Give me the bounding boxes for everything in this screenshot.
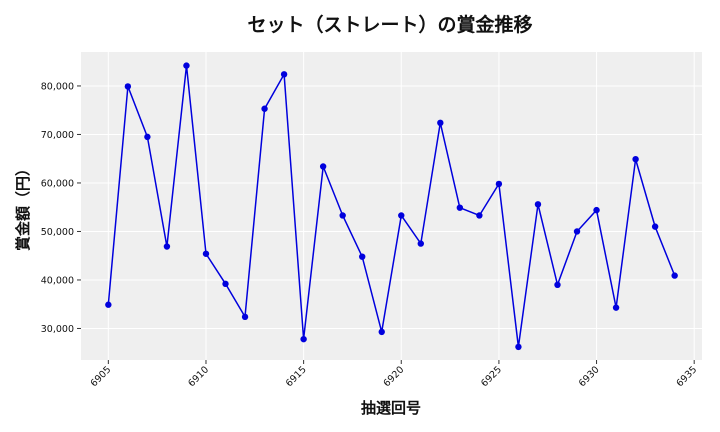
- data-point: [378, 328, 385, 336]
- plot-area: [81, 52, 702, 360]
- y-tick-label: 50,000: [41, 227, 74, 238]
- y-tick-label: 60,000: [41, 178, 74, 189]
- y-tick-label: 40,000: [41, 275, 74, 286]
- x-tick-label: 6920: [382, 364, 407, 389]
- y-tick-label: 80,000: [41, 81, 74, 92]
- data-point: [554, 281, 561, 289]
- data-point: [651, 223, 659, 230]
- data-point: [495, 180, 503, 188]
- data-point: [671, 272, 678, 279]
- data-point: [515, 343, 522, 351]
- data-point: [319, 163, 327, 170]
- data-point: [456, 204, 464, 211]
- data-point: [417, 240, 424, 247]
- x-tick-label: 6915: [284, 364, 309, 389]
- data-point: [105, 301, 112, 308]
- y-tick-label: 70,000: [41, 130, 74, 141]
- data-point: [202, 250, 210, 257]
- series-line: [107, 65, 676, 348]
- y-axis-ticks: 30,000 40,000 50,000 60,000 70,000 80,000: [41, 81, 81, 335]
- data-point: [144, 133, 151, 141]
- data-point: [573, 228, 581, 235]
- data-series: [105, 62, 678, 351]
- x-tick-label: 6930: [577, 364, 602, 389]
- data-point: [437, 119, 444, 127]
- data-point: [261, 105, 268, 112]
- data-point: [534, 201, 542, 208]
- x-tick-label: 6925: [479, 364, 504, 389]
- y-axis-label: 賞金額（円）: [14, 161, 32, 251]
- x-axis-ticks: 6905 6910 6915 6920 6925 6930 6935: [89, 360, 699, 389]
- data-point: [222, 280, 229, 288]
- data-point: [359, 253, 366, 260]
- data-point: [280, 71, 288, 78]
- data-point: [124, 83, 132, 90]
- data-point: [612, 304, 620, 311]
- data-point: [241, 313, 249, 321]
- x-axis-label: 抽選回号: [361, 399, 421, 417]
- data-point: [339, 212, 346, 219]
- y-tick-label: 30,000: [41, 324, 74, 335]
- chart-title: セット（ストレート）の賞金推移: [247, 13, 532, 36]
- data-point: [300, 335, 307, 343]
- data-point: [183, 62, 190, 69]
- data-point: [632, 155, 639, 163]
- x-tick-label: 6910: [186, 364, 211, 389]
- data-point: [398, 212, 405, 219]
- x-tick-label: 6905: [89, 364, 114, 389]
- data-point: [163, 243, 171, 250]
- data-point: [593, 206, 600, 214]
- x-tick-label: 6935: [674, 364, 699, 389]
- data-point: [476, 212, 483, 219]
